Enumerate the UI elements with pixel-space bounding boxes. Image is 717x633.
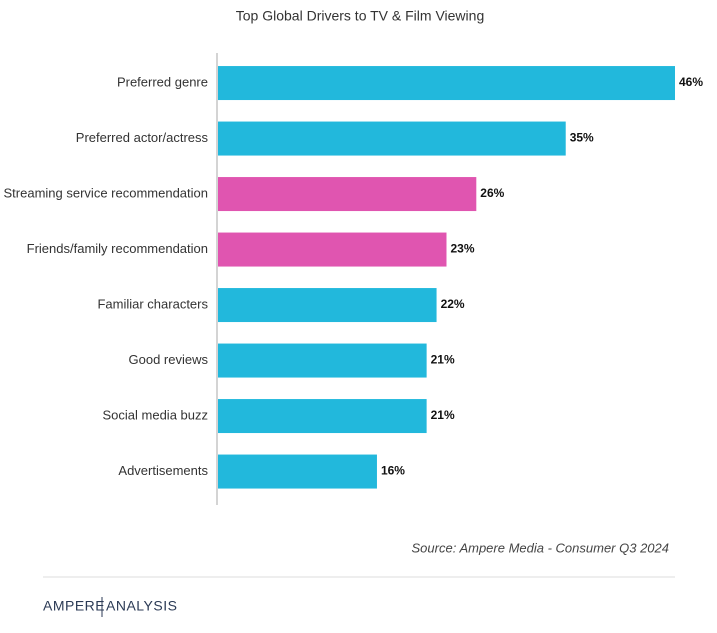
category-label: Friends/family recommendation [27,241,208,256]
value-label: 16% [381,464,405,478]
bar [218,454,377,489]
chart-title: Top Global Drivers to TV & Film Viewing [236,8,484,24]
bar [218,343,427,378]
bar [218,399,427,434]
value-label: 46% [679,75,703,89]
source: Source: Ampere Media - Consumer Q3 2024 [412,540,669,555]
value-label: 35% [570,131,594,145]
category-label: Familiar characters [97,296,208,311]
brand-left: AMPERE [43,598,105,614]
bar [218,121,566,156]
value-label: 22% [441,297,465,311]
category-label: Preferred actor/actress [76,130,209,145]
category-label: Streaming service recommendation [4,185,208,200]
bar [218,66,675,101]
category-label: Preferred genre [117,74,208,89]
brand-right: ANALYSIS [106,598,177,614]
bar [218,177,477,212]
bar [218,288,437,323]
bar [218,232,447,267]
category-label: Social media buzz [103,407,209,422]
category-label: Good reviews [129,352,209,367]
value-label: 23% [451,242,475,256]
category-label: Advertisements [118,463,208,478]
value-label: 21% [431,408,455,422]
value-label: 26% [480,186,504,200]
value-label: 21% [431,353,455,367]
